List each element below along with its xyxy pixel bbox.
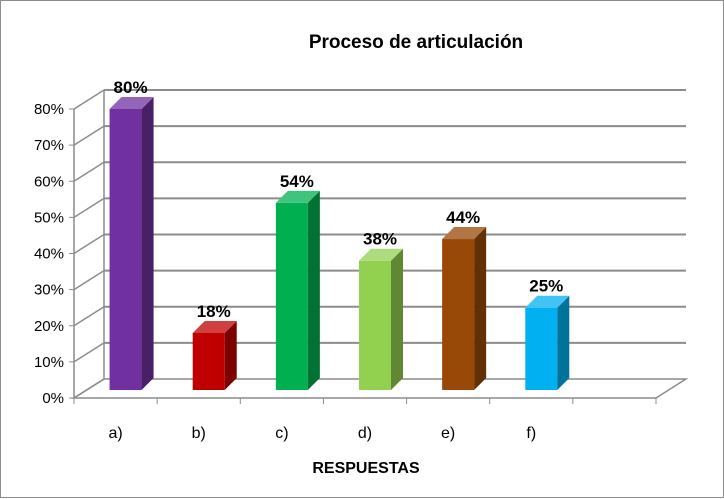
bars xyxy=(109,97,570,390)
wall-gridline xyxy=(73,125,105,146)
y-tick-label: 30% xyxy=(34,282,64,299)
y-tick-label: 0% xyxy=(42,390,64,407)
wall-gridline xyxy=(73,269,105,291)
y-tick-label: 40% xyxy=(34,246,64,263)
y-tick-label: 70% xyxy=(34,137,64,154)
y-tick-label: 60% xyxy=(34,173,64,190)
wall-gridline xyxy=(73,161,105,182)
x-tick-label: c) xyxy=(275,425,288,442)
data-label: 25% xyxy=(529,277,563,296)
y-tick-label: 50% xyxy=(34,209,64,226)
wall-gridline xyxy=(73,306,105,327)
x-tick-label: f) xyxy=(526,425,536,442)
bar-c xyxy=(275,190,320,390)
bar-f xyxy=(525,295,570,390)
y-tick-label: 10% xyxy=(34,354,64,371)
x-tick-label: d) xyxy=(358,425,372,442)
axes xyxy=(69,90,689,404)
data-label: 54% xyxy=(280,172,314,191)
data-label: 80% xyxy=(114,78,148,97)
data-label: 44% xyxy=(446,208,480,227)
y-tick-label: 20% xyxy=(34,318,64,335)
bar-d xyxy=(359,248,403,390)
x-axis-label: RESPUESTAS xyxy=(312,460,420,477)
wall-gridline xyxy=(73,89,105,110)
chart-title: Proceso de articulación xyxy=(309,32,523,53)
wall-gridline xyxy=(73,233,105,255)
y-tick-labels: 0% 10% 20% 30% 40% 50% 60% 70% 80% xyxy=(34,101,64,407)
x-tick-label: b) xyxy=(192,425,206,442)
wall-gridline xyxy=(73,197,105,219)
data-labels: 80% 18% 54% 38% 44% 25% xyxy=(114,78,564,321)
y-tick-label: 80% xyxy=(34,101,64,118)
bar-b xyxy=(192,320,237,390)
x-tick-label: a) xyxy=(108,425,122,442)
bar-a xyxy=(109,97,154,390)
x-tick-label: e) xyxy=(441,425,455,442)
data-label: 38% xyxy=(363,230,397,249)
bar-e xyxy=(442,227,487,390)
x-tick-labels: a) b) c) d) e) f) xyxy=(108,425,536,442)
data-label: 18% xyxy=(197,302,231,321)
wall-gridline xyxy=(73,342,105,363)
floor xyxy=(71,378,689,399)
